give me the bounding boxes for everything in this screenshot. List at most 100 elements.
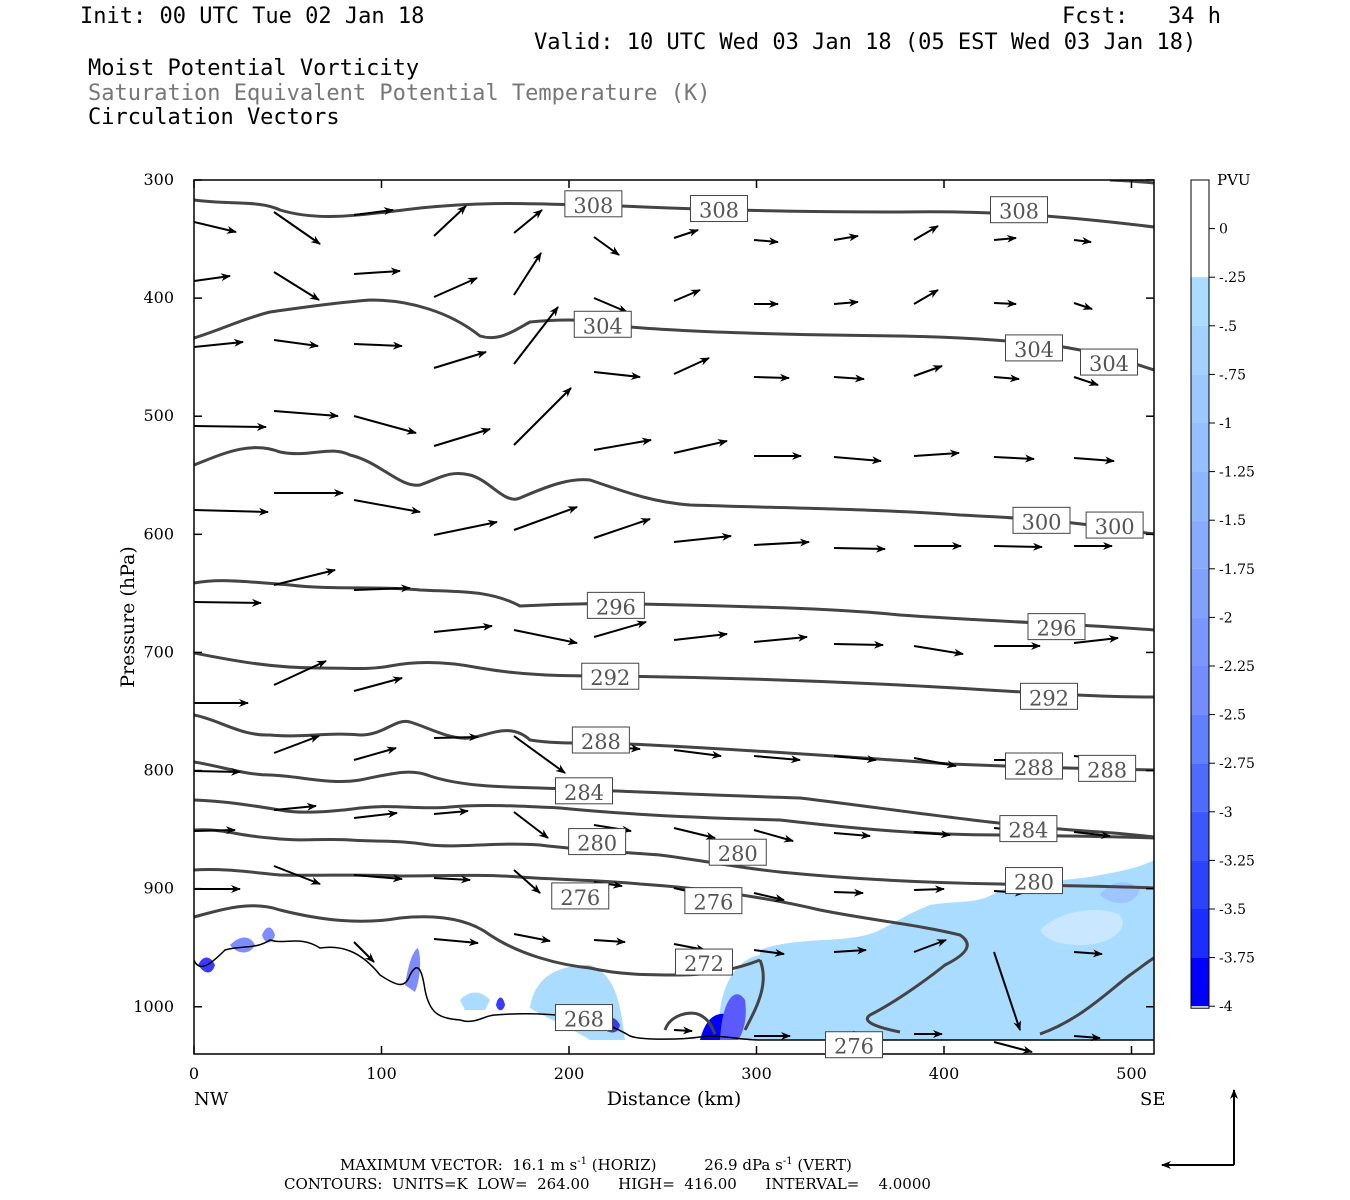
contour-264 xyxy=(743,959,765,1031)
contour-label: 296 xyxy=(1036,617,1076,641)
horiz-exponent: -1 xyxy=(577,1156,587,1167)
circulation-vector xyxy=(353,810,398,819)
circulation-vector xyxy=(833,544,886,553)
colorbar-label: -1.25 xyxy=(1219,465,1255,481)
contour-label: 276 xyxy=(560,886,600,910)
colorbar-swatch xyxy=(1191,763,1209,812)
y-axis-label: Pressure (hPa) xyxy=(117,546,139,688)
circulation-vector xyxy=(513,209,543,234)
colorbar-swatch xyxy=(1191,860,1209,909)
colorbar-unit: PVU xyxy=(1217,171,1251,189)
circulation-vector xyxy=(1073,236,1092,245)
contour-label-box xyxy=(551,882,610,910)
colorbar-swatch xyxy=(1191,374,1209,423)
x-tick-label: 200 xyxy=(554,1064,585,1083)
contour-label: 304 xyxy=(583,314,623,338)
circulation-vector xyxy=(913,939,947,953)
circulation-vector xyxy=(833,831,871,840)
colorbar-frame xyxy=(1190,179,1210,1009)
circulation-vector xyxy=(593,437,652,451)
colorbar-label: -1 xyxy=(1219,416,1233,432)
x-axis: 0 100 200 300 400 500 xyxy=(189,180,1147,1083)
contour-label: 288 xyxy=(1014,756,1054,780)
circulation-vector xyxy=(913,225,939,241)
circulation-vector xyxy=(913,830,951,839)
circulation-vector xyxy=(993,374,1020,383)
contour-label-box xyxy=(555,777,613,805)
x-axis-left-end: NW xyxy=(194,1089,229,1110)
circulation-vector xyxy=(673,289,701,302)
circulation-vector xyxy=(433,277,478,298)
circulation-vector xyxy=(913,757,957,769)
circulation-vector xyxy=(433,519,498,536)
circulation-vector xyxy=(273,568,336,586)
circulation-vector xyxy=(913,449,960,458)
contour-296 xyxy=(194,579,1154,632)
colorbar-swatch xyxy=(1191,568,1209,618)
circulation-vector xyxy=(194,826,236,835)
circulation-vector xyxy=(753,892,785,902)
circulation-vector xyxy=(993,951,1021,1031)
contour-label: 308 xyxy=(573,194,613,218)
circulation-vector xyxy=(273,339,319,349)
circulation-vector xyxy=(753,755,801,764)
circulation-vector xyxy=(353,415,417,435)
circulation-vector xyxy=(1073,635,1119,644)
mpv-region xyxy=(760,860,1154,1040)
colorbar-swatch xyxy=(1191,180,1209,229)
contour-label: 284 xyxy=(564,781,604,805)
colorbar-swatch xyxy=(1191,520,1209,569)
circulation-vector xyxy=(194,221,237,234)
circulation-vector xyxy=(833,374,865,383)
circulation-vector xyxy=(593,297,628,313)
circulation-vector xyxy=(273,660,327,686)
reference-vector xyxy=(1161,1089,1238,1169)
circulation-vector xyxy=(353,676,403,692)
circulation-vector xyxy=(673,357,710,375)
circulation-vector xyxy=(993,454,1035,463)
contour-label-box xyxy=(571,726,630,754)
contour-label-box xyxy=(708,838,767,866)
circulation-vector xyxy=(753,829,794,843)
contour-label-box xyxy=(1005,752,1063,780)
circulation-vector xyxy=(673,749,722,759)
y-tick-label: 600 xyxy=(143,524,174,543)
colorbar-swatch xyxy=(1191,325,1209,375)
circulation-vector xyxy=(833,298,859,307)
circulation-vector xyxy=(913,289,939,305)
circulation-vector xyxy=(513,869,541,894)
max-vector-label: MAXIMUM VECTOR: xyxy=(340,1156,503,1174)
colorbar-swatch xyxy=(1191,811,1209,861)
circulation-vector xyxy=(593,236,620,256)
circulation-vector xyxy=(433,733,479,742)
colorbar-swatch xyxy=(1191,277,1209,326)
x-tick-label: 0 xyxy=(189,1064,199,1083)
contour-292 xyxy=(194,651,1154,699)
circulation-vector xyxy=(353,746,397,761)
vert-unit: (VERT) xyxy=(797,1156,852,1174)
colorbar-label: -1.75 xyxy=(1219,562,1255,578)
circulation-vector xyxy=(1073,1033,1101,1042)
colorbar-label: -2.5 xyxy=(1219,708,1246,724)
contour-label-box xyxy=(1027,613,1086,641)
circulation-vector xyxy=(513,811,549,839)
circulation-vector xyxy=(833,888,864,897)
colorbar-label: -2 xyxy=(1219,610,1233,626)
y-tick-label: 500 xyxy=(143,406,174,425)
x-axis-right-end: SE xyxy=(1140,1089,1165,1110)
circulation-vector xyxy=(353,267,401,276)
contour-300 xyxy=(194,446,1154,536)
contour-label-box xyxy=(825,1031,883,1059)
circulation-vector xyxy=(194,338,244,348)
contour-label-box xyxy=(1005,334,1063,362)
circulation-vector xyxy=(513,252,542,296)
circulation-vector xyxy=(753,633,808,643)
circulation-vector xyxy=(833,755,877,764)
circulation-vector xyxy=(433,205,467,237)
circulation-vector xyxy=(1073,456,1115,465)
colorbar-swatch xyxy=(1191,617,1209,666)
mpv-region xyxy=(496,997,505,1011)
contour-label-box xyxy=(1080,348,1138,376)
contour-label-box xyxy=(690,195,748,223)
